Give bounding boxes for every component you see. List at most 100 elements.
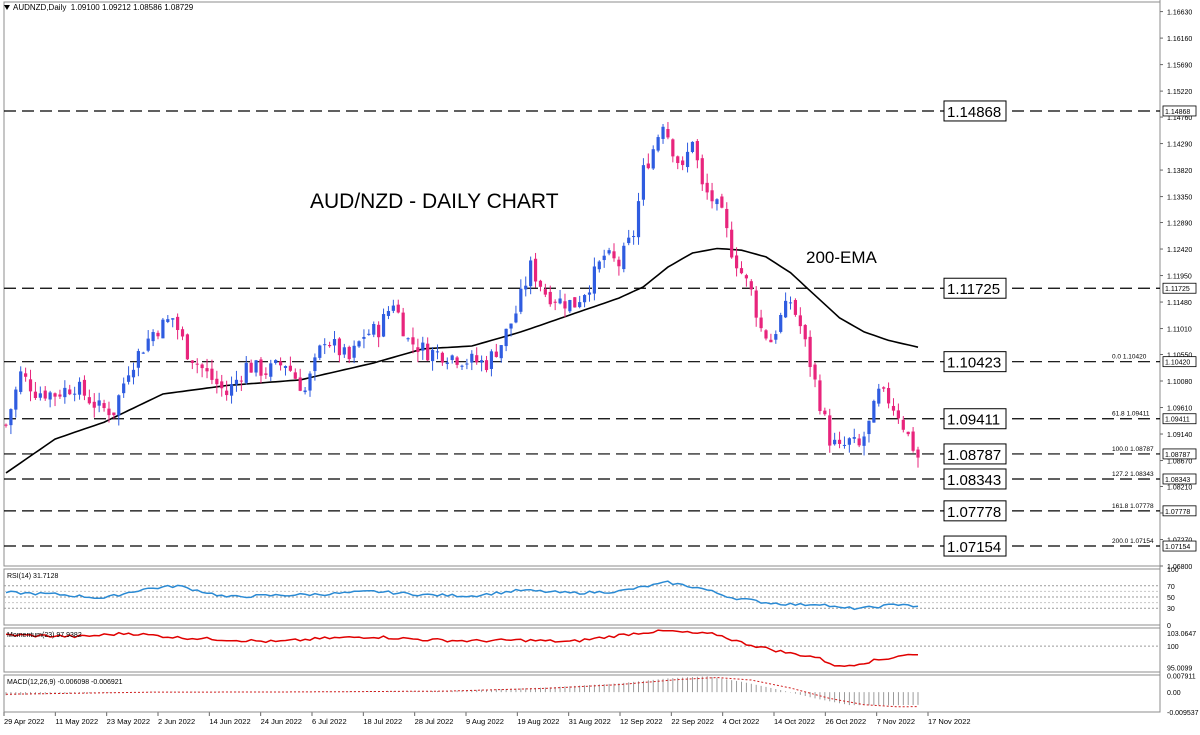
candle-body <box>112 412 116 416</box>
candle-body <box>857 438 861 446</box>
y-tick-label: 1.14290 <box>1167 142 1192 149</box>
chart-title: AUD/NZD - DAILY CHART <box>310 190 559 213</box>
candle-body <box>465 363 469 365</box>
axis-tag-box <box>1162 473 1197 485</box>
candle-body <box>43 390 47 399</box>
candle-body <box>739 268 744 274</box>
candle-body <box>342 347 346 355</box>
candle-body <box>784 300 788 318</box>
candle-body <box>700 158 704 185</box>
y-tick-label: 1.13350 <box>1167 195 1192 202</box>
candle-body <box>58 394 62 397</box>
x-tick-label: 24 Jun 2022 <box>261 717 302 726</box>
candle-body <box>622 245 626 270</box>
candle-body <box>63 387 67 398</box>
candle-body <box>906 431 910 435</box>
candle-body <box>641 165 646 200</box>
y-tick-label: 1.09610 <box>1167 406 1192 413</box>
candle-body <box>818 380 822 412</box>
candle-body <box>656 137 660 151</box>
axis-tag-box <box>1162 105 1197 117</box>
candle-body <box>372 323 376 335</box>
y-tick-label: 1.08670 <box>1167 459 1192 466</box>
candle-body <box>769 339 773 343</box>
y-tick-label: 1.12890 <box>1167 221 1192 228</box>
candle-body <box>764 330 768 339</box>
level-label-box <box>943 500 1007 522</box>
candle-body <box>77 381 82 395</box>
candle-body <box>171 318 175 320</box>
candle-body <box>470 353 474 363</box>
candle-body <box>798 315 802 327</box>
candle-body <box>14 389 18 410</box>
candle-body <box>386 310 391 316</box>
collapse-triangle-icon[interactable] <box>4 5 10 10</box>
level-label: 1.09411 <box>947 412 1000 429</box>
candle-body <box>440 352 444 363</box>
candle-body <box>587 292 592 295</box>
candle-body <box>48 392 52 400</box>
candle-body <box>774 334 778 340</box>
candle-body <box>685 151 690 168</box>
axis-tag-label: 1.07154 <box>1165 544 1190 551</box>
candle-body <box>357 341 361 347</box>
candle-body <box>24 373 28 377</box>
candle-body <box>161 319 165 339</box>
x-tick-label: 29 Apr 2022 <box>4 717 44 726</box>
axis-tag-label: 1.08787 <box>1165 452 1190 459</box>
x-tick-label: 12 Sep 2022 <box>620 717 663 726</box>
fib-label: 127.2 1.08343 <box>1112 471 1154 478</box>
candle-body <box>122 383 126 394</box>
candle-body <box>323 344 327 346</box>
candle-body <box>842 444 847 446</box>
candle-body <box>269 363 273 377</box>
candle-body <box>288 365 292 371</box>
macd-tick-label: -0.009537 <box>1167 710 1199 717</box>
axis-tag-label: 1.08343 <box>1165 477 1190 484</box>
candle-body <box>87 397 91 404</box>
axis-tag-label: 1.07778 <box>1165 509 1190 516</box>
x-tick-label: 11 May 2022 <box>55 717 98 726</box>
candle-body <box>519 288 523 312</box>
candle-body <box>759 317 763 329</box>
rsi-tick-label: 100 <box>1167 567 1179 574</box>
candle-body <box>695 141 699 161</box>
candle-body <box>430 350 435 362</box>
candle-body <box>612 251 616 259</box>
x-tick-label: 14 Oct 2022 <box>774 717 815 726</box>
candle-body <box>509 323 513 329</box>
candle-body <box>578 302 582 308</box>
candle-body <box>254 360 258 373</box>
candle-body <box>514 313 518 323</box>
fib-label: 200.0 1.07154 <box>1112 538 1154 545</box>
candle-body <box>636 201 641 238</box>
x-tick-label: 19 Aug 2022 <box>517 717 559 726</box>
candle-body <box>916 449 920 458</box>
y-tick-label: 1.08210 <box>1167 484 1192 491</box>
candle-body <box>568 300 572 312</box>
candle-body <box>92 401 96 408</box>
candle-body <box>215 378 219 385</box>
candle-body <box>676 156 680 164</box>
ohlc-values: 1.09100 1.09212 1.08586 1.08729 <box>70 3 194 12</box>
candle-body <box>33 391 38 399</box>
axis-tag-label: 1.11725 <box>1165 286 1190 293</box>
candle-body <box>185 334 190 360</box>
candle-body <box>367 333 371 335</box>
candle-body <box>337 338 342 356</box>
candle-body <box>558 298 562 304</box>
candle-body <box>793 300 798 315</box>
candle-body <box>538 280 543 287</box>
candle-body <box>244 362 248 383</box>
candle-body <box>666 129 670 138</box>
candle-body <box>234 379 239 385</box>
candle-body <box>264 373 268 375</box>
candle-body <box>406 338 410 340</box>
candle-body <box>401 312 405 337</box>
candle-body <box>416 347 420 353</box>
candle-body <box>494 351 498 357</box>
y-tick-label: 1.16160 <box>1167 36 1192 43</box>
candle-body <box>524 285 528 290</box>
candle-body <box>475 355 479 363</box>
rsi-tick-label: 70 <box>1167 584 1175 591</box>
